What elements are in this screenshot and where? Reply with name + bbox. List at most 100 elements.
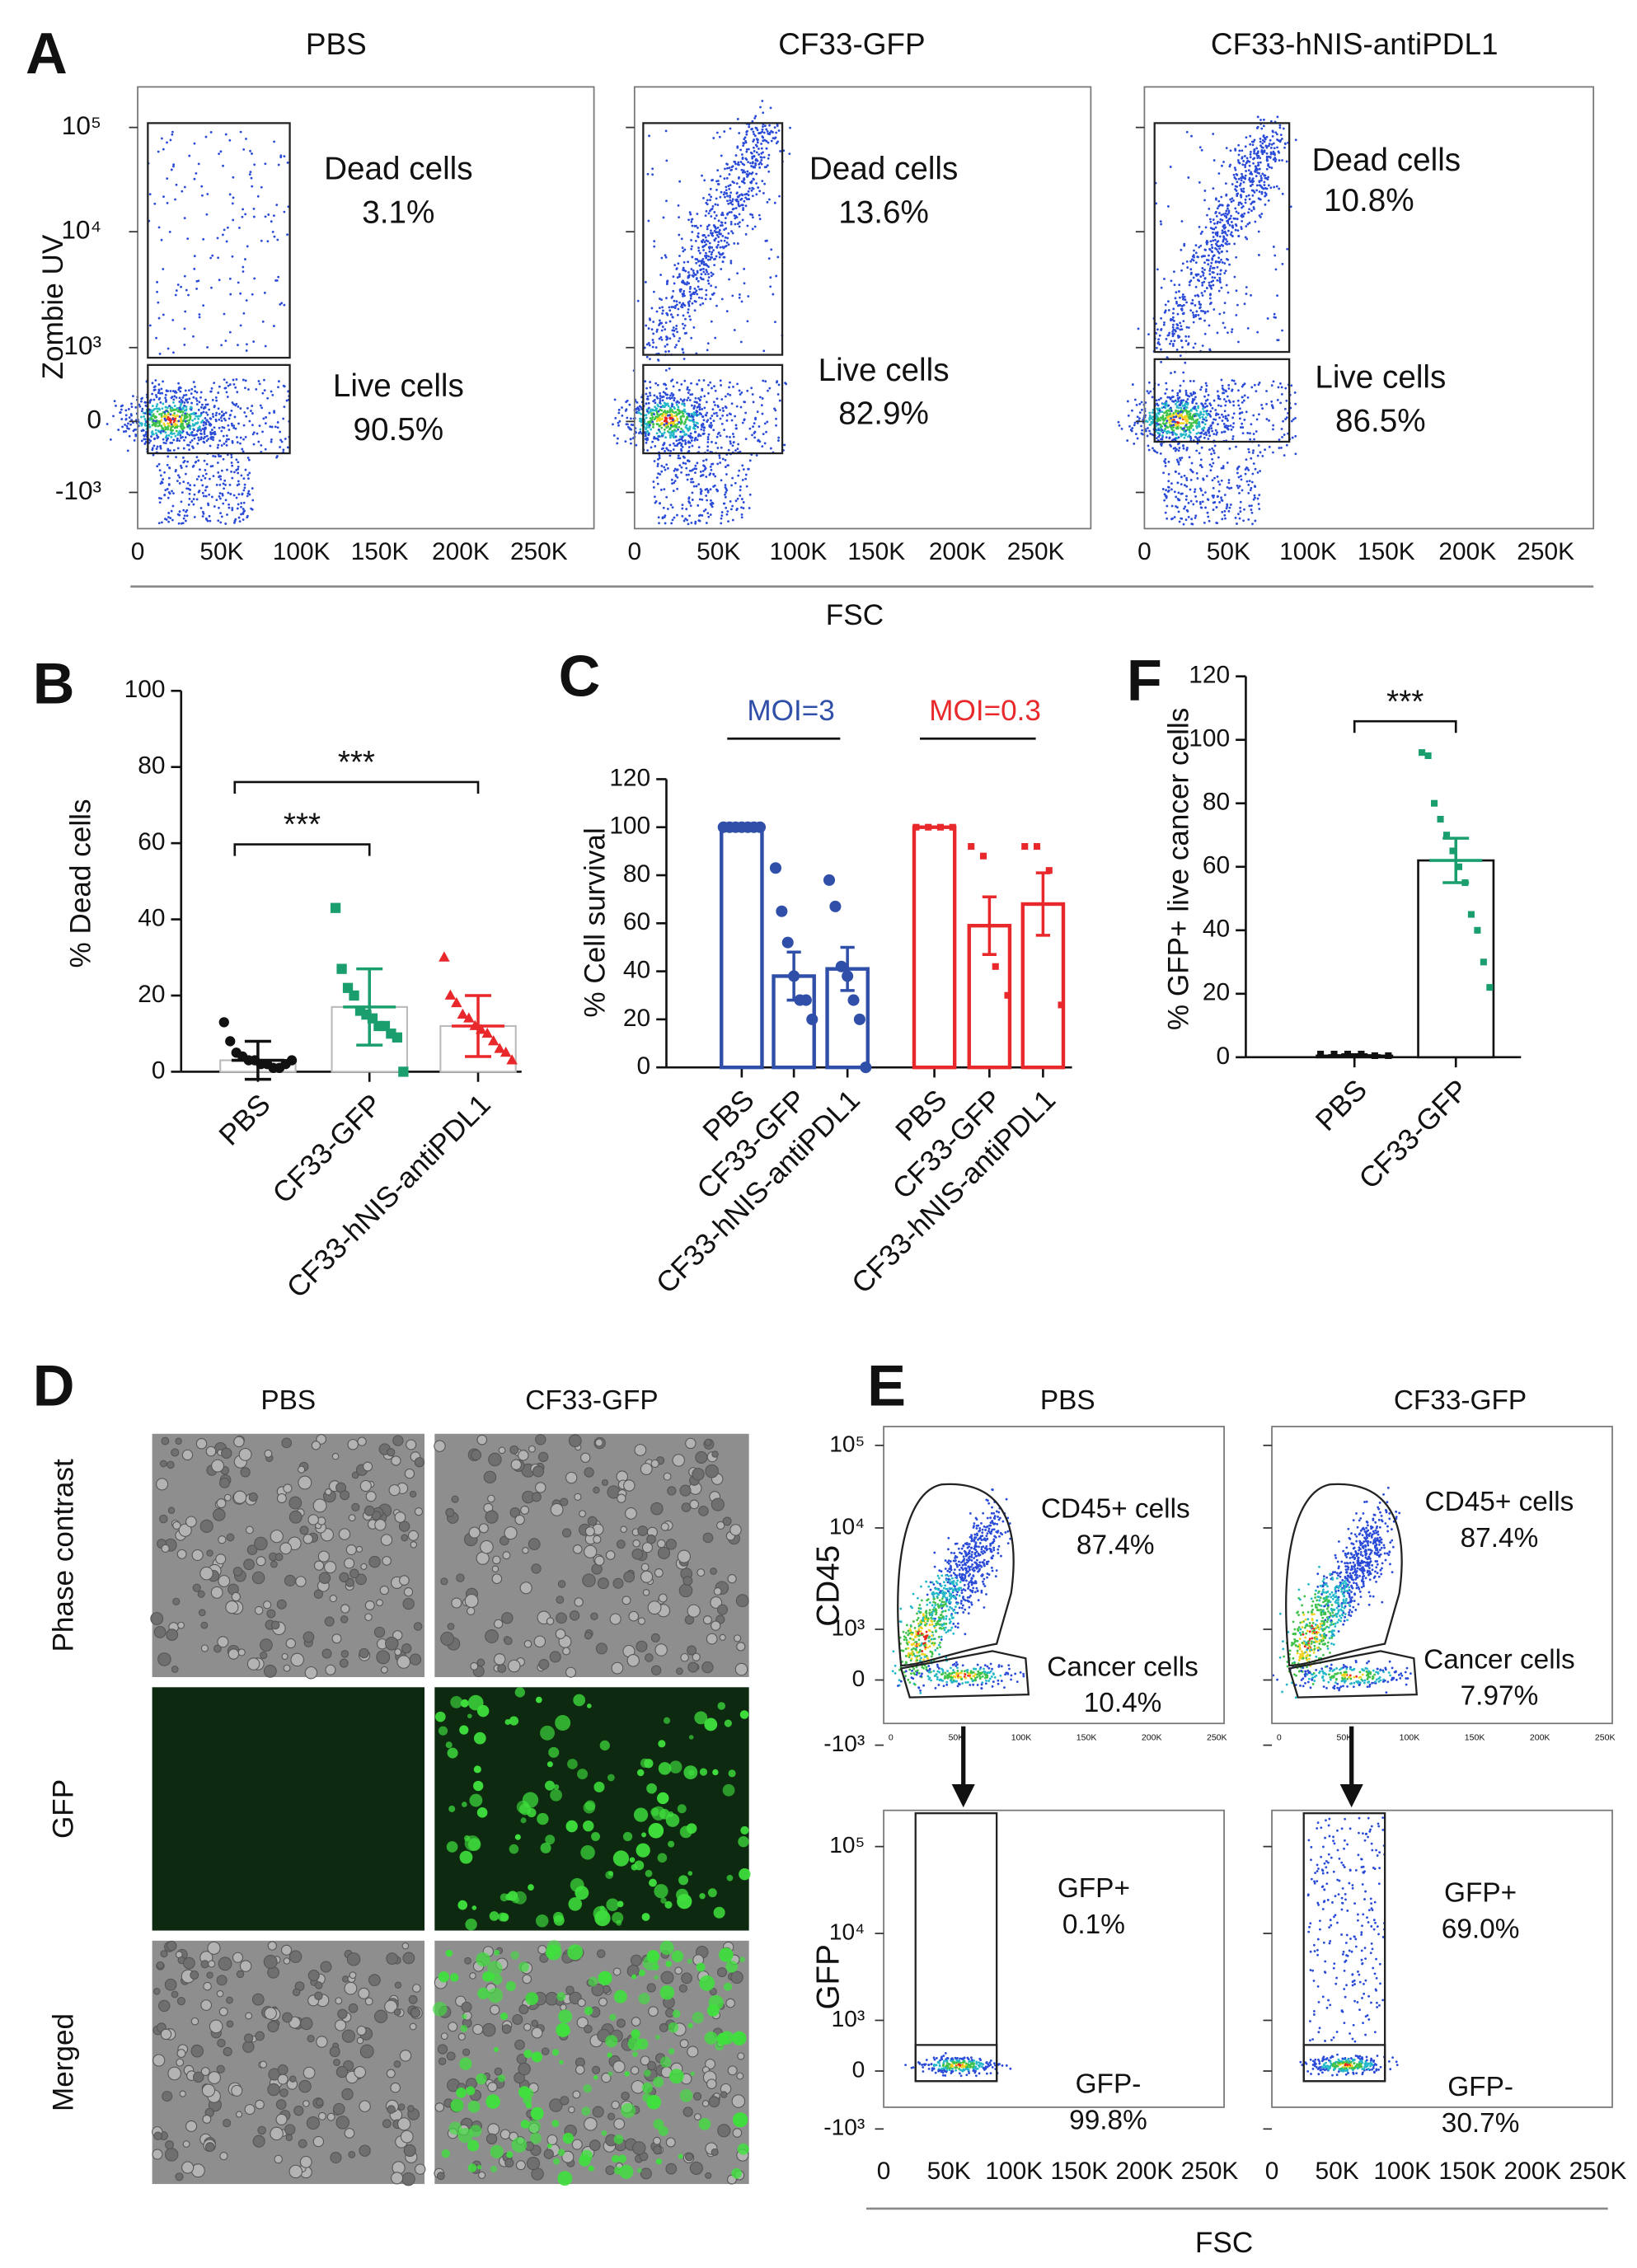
event-dot <box>1229 163 1232 166</box>
event-dot <box>1203 405 1207 409</box>
event-dot <box>162 380 165 383</box>
event-dot <box>1172 426 1175 429</box>
event-dot <box>675 344 678 347</box>
event-dot <box>617 421 620 424</box>
event-dot <box>1138 402 1142 405</box>
event-dot <box>159 482 162 485</box>
event-dot <box>1136 415 1139 419</box>
event-dot <box>1127 414 1130 417</box>
event-dot <box>1165 489 1167 492</box>
event-dot <box>743 142 746 145</box>
event-dot <box>1243 508 1245 511</box>
event-dot <box>1244 201 1247 204</box>
event-dot <box>185 415 189 419</box>
event-dot <box>1194 517 1197 519</box>
event-dot <box>670 413 673 416</box>
event-dot <box>760 404 763 407</box>
event-dot <box>1186 426 1189 429</box>
event-dot <box>1254 220 1257 223</box>
event-dot <box>170 423 173 426</box>
event-dot <box>1229 504 1232 506</box>
event-dot <box>1203 423 1207 426</box>
event-dot <box>204 489 207 492</box>
event-dot <box>737 200 740 204</box>
event-dot <box>702 509 706 513</box>
event-dot <box>1269 152 1273 156</box>
event-dot <box>1207 259 1210 262</box>
event-dot <box>687 446 691 448</box>
event-dot <box>224 340 227 342</box>
event-dot <box>177 388 181 391</box>
event-dot <box>1140 401 1143 404</box>
event-dot <box>675 327 678 330</box>
event-dot <box>1177 449 1180 452</box>
event-dot <box>205 462 209 466</box>
event-dot <box>1249 150 1252 153</box>
event-dot <box>724 466 727 468</box>
event-dot <box>1172 307 1175 311</box>
event-dot <box>701 238 705 241</box>
event-dot <box>183 274 186 278</box>
event-dot <box>213 426 216 429</box>
event-dot <box>194 390 197 393</box>
event-dot <box>1129 429 1133 431</box>
event-dot <box>682 415 685 418</box>
event-dot <box>195 288 198 290</box>
event-dot <box>1223 227 1226 230</box>
event-dot <box>773 407 776 410</box>
event-dot <box>207 438 210 441</box>
event-dot <box>743 163 746 166</box>
event-dot <box>226 468 228 471</box>
event-dot <box>1180 483 1183 486</box>
event-dot <box>242 512 245 515</box>
event-dot <box>656 415 659 419</box>
event-dot <box>673 299 676 302</box>
event-dot <box>706 225 709 228</box>
event-dot <box>1160 223 1163 226</box>
event-dot <box>1229 149 1232 152</box>
event-dot <box>224 499 227 502</box>
event-dot <box>789 126 791 129</box>
event-dot <box>193 255 196 258</box>
event-dot <box>696 438 699 442</box>
event-dot <box>199 507 203 509</box>
event-dot <box>654 401 657 405</box>
event-dot <box>1252 162 1255 165</box>
event-dot <box>677 457 680 460</box>
event-dot <box>662 391 665 394</box>
event-dot <box>1173 371 1176 373</box>
event-dot <box>766 200 769 204</box>
event-dot <box>761 100 764 102</box>
event-dot <box>171 390 175 392</box>
event-dot <box>670 405 673 408</box>
event-dot <box>721 457 725 461</box>
event-dot <box>1203 311 1207 313</box>
event-dot <box>246 245 249 248</box>
event-dot <box>709 513 712 516</box>
event-dot <box>685 473 688 476</box>
event-dot <box>683 304 687 307</box>
event-dot <box>732 435 735 438</box>
event-dot <box>174 198 176 201</box>
event-dot <box>1150 417 1153 420</box>
event-dot <box>1120 427 1123 430</box>
event-dot <box>246 494 249 498</box>
event-dot <box>716 462 720 466</box>
event-dot <box>1194 294 1197 298</box>
event-dot <box>625 423 628 426</box>
event-dot <box>773 126 776 129</box>
event-dot <box>717 251 720 254</box>
event-dot <box>154 419 157 423</box>
event-dot <box>697 425 700 429</box>
event-dot <box>204 398 207 401</box>
event-dot <box>1203 410 1206 413</box>
event-dot <box>1169 406 1172 410</box>
event-dot <box>1170 372 1172 375</box>
event-dot <box>743 267 746 270</box>
event-dot <box>673 411 676 415</box>
event-dot <box>640 405 642 409</box>
event-dot <box>198 316 201 319</box>
event-dot <box>751 119 754 123</box>
event-dot <box>740 391 743 394</box>
event-dot <box>1152 447 1154 450</box>
